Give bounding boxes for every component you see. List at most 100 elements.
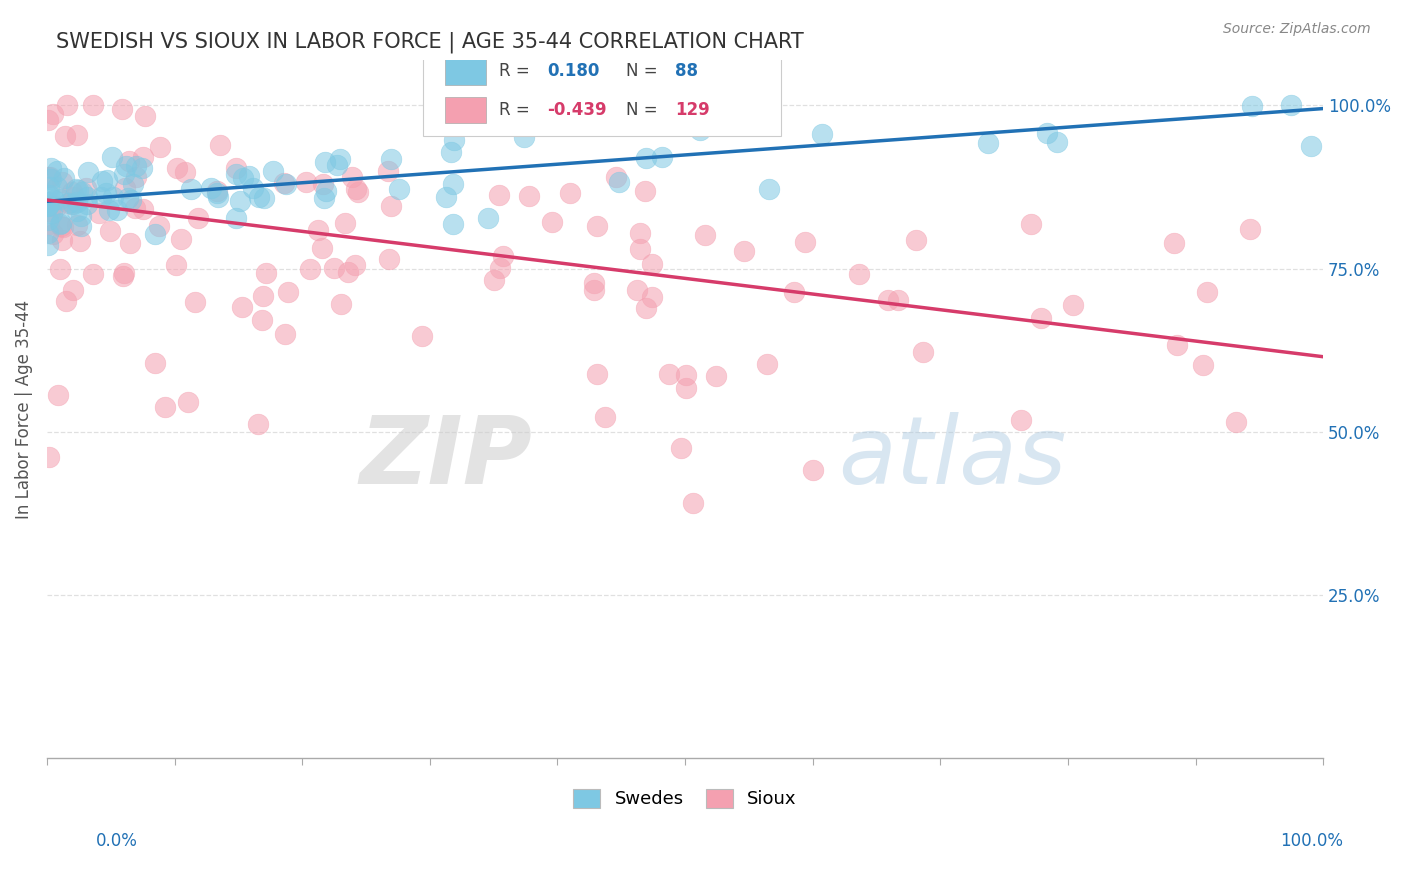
Point — [76, 190, 98, 204]
Point — [38, 217, 60, 231]
Point — [758, 182, 780, 196]
Point — [634, 151, 657, 165]
Point — [484, 273, 506, 287]
Point — [66, 203, 89, 218]
Point — [208, 138, 231, 153]
Point — [76, 164, 98, 178]
Point — [513, 130, 536, 145]
Point — [143, 227, 166, 241]
Y-axis label: In Labor Force | Age 35-44: In Labor Force | Age 35-44 — [15, 300, 32, 518]
Point — [633, 185, 655, 199]
FancyBboxPatch shape — [446, 58, 486, 85]
Point — [1021, 217, 1043, 231]
Point — [39, 161, 62, 175]
Point — [111, 103, 134, 117]
Point — [118, 153, 141, 168]
Point — [262, 163, 284, 178]
Point — [312, 178, 335, 192]
Point — [1197, 285, 1219, 299]
Point — [38, 179, 60, 194]
Point — [96, 173, 118, 187]
Point — [333, 216, 356, 230]
Point — [441, 177, 464, 191]
Point — [49, 193, 72, 207]
Point — [492, 250, 515, 264]
Point — [101, 190, 124, 204]
Point — [177, 394, 200, 409]
Point — [89, 206, 111, 220]
Point — [42, 227, 65, 241]
Point — [669, 441, 692, 455]
Point — [628, 242, 651, 256]
Point — [155, 401, 177, 415]
Point — [46, 388, 69, 402]
Point — [125, 160, 148, 174]
Point — [37, 237, 59, 252]
Point — [783, 285, 806, 299]
Point — [876, 293, 898, 308]
Text: 0.180: 0.180 — [547, 62, 599, 80]
Point — [756, 357, 779, 371]
Point — [1163, 236, 1185, 251]
Point — [443, 133, 465, 147]
Point — [1010, 413, 1032, 427]
Point — [1191, 358, 1213, 372]
Point — [628, 226, 651, 240]
Point — [651, 150, 673, 164]
Point — [794, 235, 817, 249]
Point — [207, 186, 229, 200]
Point — [848, 267, 870, 281]
Point — [62, 197, 84, 211]
Point — [37, 199, 59, 213]
Point — [682, 496, 704, 510]
Point — [114, 181, 136, 195]
Point — [205, 184, 228, 198]
Point — [42, 199, 65, 213]
Point — [66, 194, 89, 209]
Point — [184, 295, 207, 310]
Point — [52, 220, 75, 235]
Point — [689, 123, 711, 137]
Point — [607, 174, 630, 188]
Point — [887, 293, 910, 307]
Point — [1299, 138, 1322, 153]
Point — [634, 301, 657, 316]
Text: R =: R = — [499, 62, 534, 80]
Point — [55, 98, 77, 112]
Point — [131, 161, 153, 176]
Text: -0.439: -0.439 — [547, 101, 607, 119]
Point — [37, 170, 59, 185]
Point — [96, 186, 118, 200]
Point — [441, 218, 464, 232]
Point — [107, 202, 129, 217]
Point — [225, 167, 247, 181]
Point — [380, 152, 402, 166]
Point — [517, 189, 540, 203]
Point — [242, 181, 264, 195]
Point — [70, 219, 93, 233]
Point — [274, 326, 297, 341]
Point — [51, 233, 73, 247]
Point — [440, 145, 463, 159]
Point — [1279, 98, 1302, 112]
Point — [252, 289, 274, 303]
Point — [315, 184, 337, 198]
Point — [53, 170, 76, 185]
Point — [132, 150, 155, 164]
Point — [143, 356, 166, 370]
FancyBboxPatch shape — [423, 49, 780, 136]
Point — [583, 277, 606, 291]
Point — [44, 194, 66, 208]
Text: atlas: atlas — [838, 412, 1066, 503]
Point — [344, 182, 367, 196]
Point — [593, 409, 616, 424]
Point — [344, 258, 367, 272]
Point — [658, 367, 681, 381]
Point — [90, 174, 112, 188]
Point — [46, 180, 69, 194]
Point — [337, 265, 360, 279]
Point — [811, 127, 834, 141]
Point — [37, 112, 59, 127]
Point — [1241, 99, 1264, 113]
Point — [97, 203, 120, 218]
